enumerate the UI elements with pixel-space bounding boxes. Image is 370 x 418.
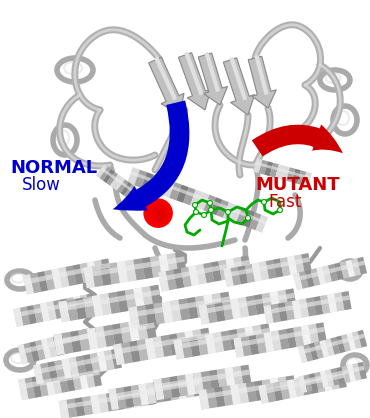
Circle shape <box>157 211 164 219</box>
Circle shape <box>158 212 163 218</box>
FancyArrowPatch shape <box>252 125 343 156</box>
Polygon shape <box>248 56 276 108</box>
Polygon shape <box>149 57 184 115</box>
Circle shape <box>194 209 198 214</box>
Circle shape <box>246 216 250 221</box>
Text: MUTANT: MUTANT <box>255 176 340 194</box>
Circle shape <box>202 212 206 217</box>
Circle shape <box>146 201 171 226</box>
Circle shape <box>152 206 167 222</box>
Text: NORMAL: NORMAL <box>10 159 97 177</box>
Text: Fast: Fast <box>268 193 302 211</box>
Circle shape <box>225 209 231 214</box>
Circle shape <box>150 204 168 223</box>
Circle shape <box>148 202 170 225</box>
Polygon shape <box>198 53 228 105</box>
Circle shape <box>149 204 169 224</box>
Circle shape <box>154 209 165 220</box>
Polygon shape <box>223 58 255 115</box>
Polygon shape <box>178 53 211 110</box>
Circle shape <box>155 210 165 219</box>
Circle shape <box>192 202 198 207</box>
Circle shape <box>209 207 213 212</box>
Circle shape <box>278 207 283 212</box>
Circle shape <box>151 206 168 222</box>
Circle shape <box>160 214 162 216</box>
Circle shape <box>159 213 162 217</box>
Circle shape <box>208 201 212 206</box>
Circle shape <box>153 208 166 221</box>
Circle shape <box>144 199 172 227</box>
Circle shape <box>145 200 171 227</box>
FancyArrowPatch shape <box>113 100 189 211</box>
Text: Slow: Slow <box>22 176 61 194</box>
Circle shape <box>262 199 266 204</box>
